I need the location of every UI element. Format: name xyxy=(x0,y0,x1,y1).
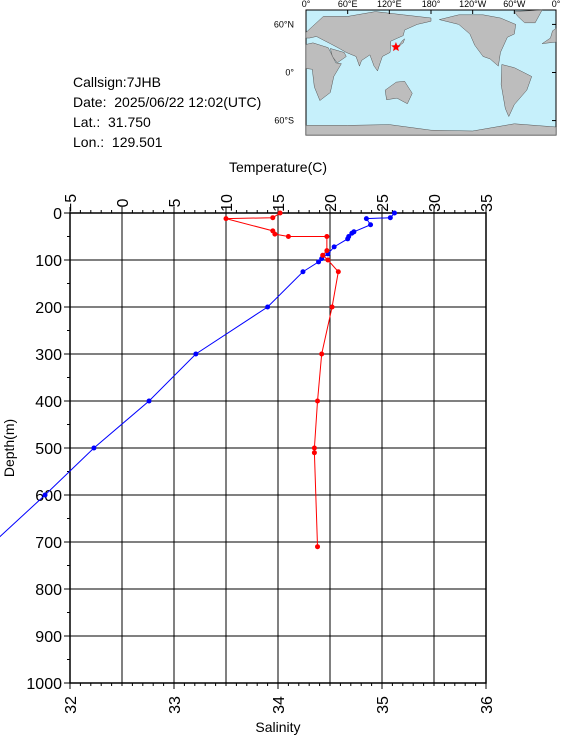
salinity-tick-label: 35 xyxy=(375,696,392,714)
salinity-tick-label: 34 xyxy=(271,696,288,714)
salinity-data-point xyxy=(324,234,330,239)
eurasia-landmass xyxy=(305,11,432,72)
map-lon-label: 60°E xyxy=(338,0,358,9)
depth-tick-label: 700 xyxy=(35,535,62,552)
temperature-data-point xyxy=(91,445,97,451)
date-text: Date: 2025/06/22 12:02(UTC) xyxy=(73,94,262,110)
map-lon-label: 120°W xyxy=(459,0,487,9)
salinity-data-point xyxy=(285,234,291,239)
antarctica-landmass xyxy=(305,123,557,136)
temperature-data-point xyxy=(391,210,397,216)
temperature-tick-label: 30 xyxy=(427,194,444,212)
africa-landmass xyxy=(305,42,342,101)
depth-tick-label: 500 xyxy=(35,441,62,458)
temperature-data-point xyxy=(331,244,337,250)
temperature-data-point xyxy=(300,269,306,275)
map-axes: 0° 60°E 120°E 180° 120°W 60°W 0° 60°N 0° 60°S xyxy=(274,0,561,126)
temperature-data-point xyxy=(42,492,48,498)
salinity-data-point xyxy=(223,216,229,222)
salinity-data-point xyxy=(324,248,330,254)
temperature-tick-label: −5 xyxy=(63,194,80,212)
temperature-tick-label: 35 xyxy=(479,194,496,212)
europe-west-landmass xyxy=(541,27,557,44)
salinity-axis-label: Salinity xyxy=(255,719,300,735)
map-lat-label: 60°N xyxy=(274,19,294,29)
temperature-tick-label: 15 xyxy=(271,194,288,212)
depth-tick-label: 400 xyxy=(35,394,62,411)
star-marker-icon xyxy=(391,42,401,52)
australia-landmass xyxy=(384,81,413,105)
plot-series xyxy=(0,210,397,550)
temperature-tick-label: 5 xyxy=(167,198,184,207)
depth-tick-label: 100 xyxy=(35,253,62,270)
map-lon-label: 0° xyxy=(302,0,311,9)
temperature-data-point xyxy=(265,304,271,310)
salinity-data-point xyxy=(315,398,321,404)
longitude-text: Lon.: 129.501 xyxy=(73,134,163,150)
salinity-data-point xyxy=(320,252,326,258)
callsign-text: Callsign:7JHB xyxy=(73,74,161,90)
temperature-data-point xyxy=(345,236,351,242)
temperature-data-point xyxy=(193,351,199,357)
map-land xyxy=(305,9,557,136)
salinity-tick-label: 36 xyxy=(479,696,496,714)
map-lon-label: 0° xyxy=(552,0,561,9)
latitude-text: Lat.: 31.750 xyxy=(73,114,151,130)
depth-tick-label: 300 xyxy=(35,347,62,364)
salinity-data-point xyxy=(315,544,321,550)
map-lat-label: 0° xyxy=(285,68,294,78)
temperature-tick-label: 25 xyxy=(375,194,392,212)
station-marker xyxy=(391,42,401,52)
temperature-tick-label: 10 xyxy=(219,194,236,212)
salinity-tick-label: 32 xyxy=(63,696,80,714)
depth-tick-label: 0 xyxy=(53,206,62,223)
depth-axis-label: Depth(m) xyxy=(1,419,17,477)
temperature-data-point xyxy=(387,215,393,221)
depth-tick-label: 600 xyxy=(35,488,62,505)
temperature-data-point xyxy=(146,398,152,404)
temperature-data-point xyxy=(316,259,322,265)
map-lon-label: 120°E xyxy=(377,0,402,9)
north-america-landmass xyxy=(439,14,516,67)
map-lat-label: 60°S xyxy=(274,116,294,126)
temperature-data-point xyxy=(349,230,355,236)
salinity-data-point xyxy=(277,210,283,216)
temperature-tick-label: 0 xyxy=(115,198,132,207)
salinity-data-point xyxy=(325,257,331,263)
depth-tick-label: 200 xyxy=(35,300,62,317)
temperature-tick-label: 20 xyxy=(323,194,340,212)
map-lon-label: 180° xyxy=(422,0,441,9)
depth-tick-label: 1000 xyxy=(26,676,62,693)
depth-tick-label: 800 xyxy=(35,582,62,599)
south-america-landmass xyxy=(500,64,533,118)
salinity-data-point xyxy=(311,450,317,456)
temperature-data-point xyxy=(368,222,374,228)
salinity-data-point xyxy=(272,231,278,237)
world-map-inset: 0° 60°E 120°E 180° 120°W 60°W 0° 60°N 0° 60°S xyxy=(274,0,561,136)
temperature-data-point xyxy=(363,216,369,222)
salinity-data-point xyxy=(311,445,317,451)
salinity-data-point xyxy=(270,215,276,221)
plot-grid xyxy=(69,212,487,684)
arabia-landmass xyxy=(329,48,347,64)
greenland-landmass xyxy=(513,9,543,24)
salinity-data-point xyxy=(335,269,341,275)
salinity-data-point xyxy=(329,304,335,310)
salinity-data-point xyxy=(319,351,325,357)
temperature-axis-label: Temperature(C) xyxy=(229,159,327,175)
depth-tick-label: 900 xyxy=(35,629,62,646)
map-lon-label: 60°W xyxy=(503,0,526,9)
salinity-tick-label: 33 xyxy=(167,696,184,714)
